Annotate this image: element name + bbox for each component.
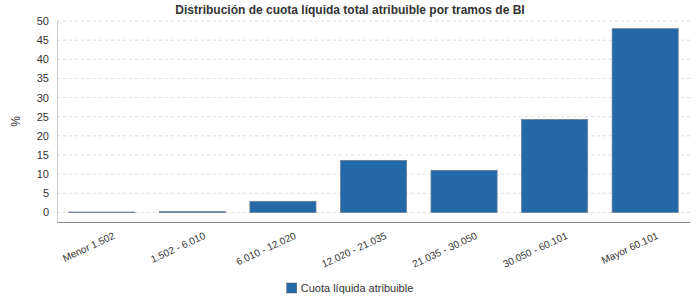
x-tick-label: Mayor 60.101 xyxy=(600,230,660,266)
bar xyxy=(159,211,225,213)
grid-line xyxy=(57,78,690,79)
bar xyxy=(612,29,678,213)
grid-line xyxy=(57,59,690,60)
x-tick-label: 1.502 - 6.010 xyxy=(149,230,207,265)
y-tick-label: 35 xyxy=(37,72,49,84)
bar xyxy=(69,212,135,213)
x-tick-label: 21.035 - 30.050 xyxy=(411,230,480,270)
bars xyxy=(69,29,678,213)
y-axis-title: % xyxy=(9,116,23,127)
y-tick-label: 30 xyxy=(37,92,49,104)
y-tick-label: 15 xyxy=(37,149,49,161)
y-tick-label: 45 xyxy=(37,34,49,46)
x-tick: 21.035 - 30.050 xyxy=(411,222,480,270)
title: Distribución de cuota líquida total atri… xyxy=(175,3,524,17)
grid-line xyxy=(57,135,690,136)
legend: Cuota líquida atribuible xyxy=(287,282,414,294)
x-tick: 1.502 - 6.010 xyxy=(149,222,207,265)
bar xyxy=(340,160,406,212)
y-tick-label: 0 xyxy=(43,206,49,218)
y-tick: 0 xyxy=(43,206,57,218)
y-tick: 5 xyxy=(43,187,57,199)
x-tick-label: 30.050 - 60.101 xyxy=(501,230,570,270)
y-tick-label: 40 xyxy=(37,53,49,65)
x-axis: Menor 1.502 1.502 - 6.010 6.010 - 12.020 12… xyxy=(58,222,691,270)
y-tick-label: 50 xyxy=(37,15,49,27)
x-tick-label: Menor 1.502 xyxy=(61,230,117,264)
grid-line xyxy=(57,40,690,41)
y-tick: 20 xyxy=(37,130,57,142)
x-tick-label: 12.020 - 21.035 xyxy=(320,230,389,270)
grid xyxy=(57,21,690,212)
x-tick: Menor 1.502 xyxy=(61,222,117,264)
x-tick: Mayor 60.101 xyxy=(600,222,660,266)
x-tick: 6.010 - 12.020 xyxy=(234,222,298,267)
y-axis-line xyxy=(57,22,58,223)
chart: Distribución de cuota líquida total atri… xyxy=(0,0,700,300)
x-axis-line xyxy=(58,222,691,223)
x-tick: 12.020 - 21.035 xyxy=(320,222,389,270)
legend-swatch xyxy=(287,283,297,293)
legend-item: Cuota líquida atribuible xyxy=(287,282,414,294)
y-tick: 25 xyxy=(37,111,57,123)
y-tick: 30 xyxy=(37,92,57,104)
y-tick: 50 xyxy=(37,15,57,27)
grid-line xyxy=(57,155,690,156)
grid-line xyxy=(57,116,690,117)
y-axis: 0 5 10 15 20 25 30 35 40 45 50 xyxy=(37,15,58,222)
grid-line xyxy=(57,97,690,98)
y-tick-label: 10 xyxy=(37,168,49,180)
y-tick: 15 xyxy=(37,149,57,161)
y-tick: 35 xyxy=(37,72,57,84)
y-tick: 45 xyxy=(37,34,57,46)
bar xyxy=(431,170,497,212)
grid-line xyxy=(57,21,690,22)
x-tick-label: 6.010 - 12.020 xyxy=(234,230,298,267)
y-tick: 10 xyxy=(37,168,57,180)
y-tick: 40 xyxy=(37,53,57,65)
legend-label: Cuota líquida atribuible xyxy=(301,282,414,294)
y-tick-label: 20 xyxy=(37,130,49,142)
bar xyxy=(250,201,316,212)
x-tick: 30.050 - 60.101 xyxy=(501,222,570,270)
y-tick-label: 5 xyxy=(43,187,49,199)
bar xyxy=(522,119,588,212)
y-tick-label: 25 xyxy=(37,111,49,123)
